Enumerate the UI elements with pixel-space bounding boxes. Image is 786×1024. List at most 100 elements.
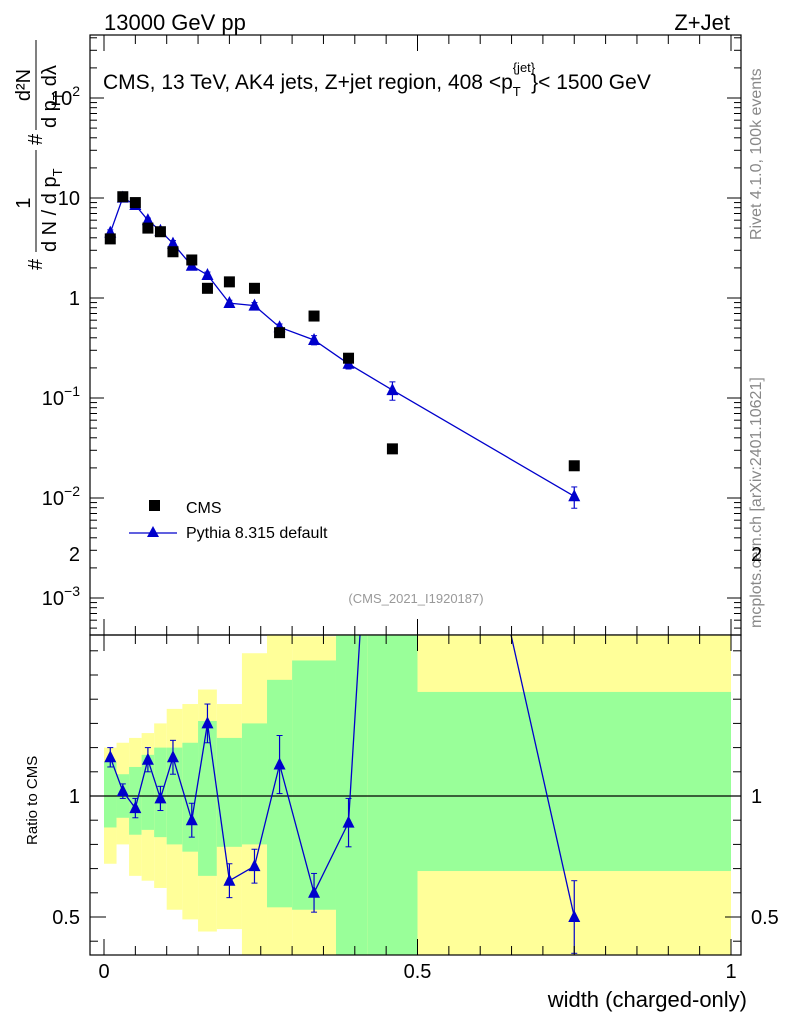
pythia-series-line — [109, 196, 575, 497]
title-jet-superscript: {jet} — [513, 60, 536, 75]
ylabel-frac1-den-text: d N / d p — [39, 176, 61, 252]
side-source-text: mcplots.cern.ch [arXiv:2401.10621] — [748, 377, 765, 628]
ratio-band-green — [241, 723, 268, 845]
y-tick-exponent: −3 — [64, 583, 80, 599]
cms-point — [274, 327, 286, 339]
legend: CMS Pythia 8.315 default — [129, 500, 328, 542]
ratio-y-tick-label: 1 — [69, 786, 80, 808]
cms-point — [568, 460, 580, 472]
main-y-tick-label: 102 — [50, 83, 80, 110]
legend-pythia-marker — [147, 526, 159, 537]
ratio-point — [308, 885, 321, 898]
cms-point — [129, 197, 141, 209]
ratio-y-tick-label-right: 0.5 — [751, 907, 779, 929]
ratio-point — [342, 815, 355, 828]
cms-point — [117, 191, 129, 203]
ratio-x-axis-label: width (charged-only) — [547, 987, 747, 1012]
cms-point — [201, 282, 213, 294]
ratio-y-tick-label-right: 1 — [751, 786, 762, 808]
process-label: Z+Jet — [674, 10, 730, 35]
pythia-point — [386, 383, 399, 396]
ratio-axis-ticks — [90, 635, 741, 955]
side-version-text: Rivet 4.1.0, 100k events — [748, 68, 765, 240]
ratio-point — [154, 791, 167, 804]
cms-point — [248, 282, 260, 294]
ylabel-frac2-den-tail: dλ — [39, 65, 61, 86]
pythia-point — [201, 267, 214, 280]
main-y-tick-label: 1 — [69, 288, 80, 310]
ratio-band-green — [198, 720, 217, 876]
pythia-point — [308, 333, 321, 346]
ylabel-frac2-num: d²N — [13, 69, 35, 101]
ratio-band-green — [104, 762, 117, 828]
ylabel-frac2-den-text: d p — [39, 100, 61, 128]
ratio-point — [116, 784, 129, 797]
ratio-x-tick-label: 1 — [725, 961, 736, 983]
main-chart-title: CMS, 13 TeV, AK4 jets, Z+jet region, 408… — [103, 60, 651, 99]
ratio-band-green — [216, 737, 242, 847]
ratio-data-marks — [104, 99, 581, 954]
y-tick-mantissa: 10 — [42, 588, 64, 610]
ratio-y-tick-label: 2 — [69, 544, 80, 566]
y-tick-mantissa: 1 — [69, 288, 80, 310]
ratio-point — [185, 813, 198, 826]
main-axis-ticks — [90, 35, 741, 635]
ylabel-hash-2: # — [25, 133, 47, 145]
ylabel-frac1-den-sub: T — [50, 168, 65, 176]
title-text-pre: CMS, 13 TeV, AK4 jets, Z+jet region, 408… — [103, 71, 513, 94]
cms-point — [223, 276, 235, 288]
energy-label: 13000 GeV pp — [104, 10, 246, 35]
pythia-point — [568, 489, 581, 502]
pythia-point — [223, 296, 236, 309]
main-y-tick-label: 10−1 — [42, 383, 80, 410]
ratio-band-green — [335, 635, 368, 955]
ylabel-frac1-den: d N / d pT — [39, 168, 65, 252]
main-y-tick-label: 10−3 — [42, 583, 80, 610]
ratio-point — [568, 910, 581, 922]
main-y-axis-label: # 1 d N / d pT # d²N d pTdλ — [13, 40, 65, 270]
title-pt-subscript: T — [513, 84, 521, 99]
ratio-y-tick-labels: 0.5 0.5 1 1 2 2 — [52, 544, 779, 929]
legend-cms-marker — [149, 500, 160, 511]
title-text-post: }< 1500 GeV — [531, 71, 651, 94]
y-tick-mantissa: 10 — [42, 388, 64, 410]
ratio-x-tick-label: 0 — [98, 961, 109, 983]
ylabel-hash-1: # — [25, 258, 47, 270]
ratio-y-tick-label-right: 2 — [751, 544, 762, 566]
pythia-point — [141, 213, 154, 226]
ratio-band-green — [292, 660, 336, 910]
main-plot-frame — [89, 34, 742, 636]
ylabel-frac2-den-sub: T — [50, 92, 65, 100]
ratio-x-tick-labels: 0 0.5 1 — [98, 961, 736, 983]
ratio-point — [141, 752, 154, 765]
y-tick-mantissa: 10 — [58, 188, 80, 210]
cms-point — [386, 443, 398, 455]
legend-cms-label: CMS — [186, 500, 222, 517]
ratio-point — [248, 859, 261, 872]
main-y-tick-label: 10−2 — [42, 483, 80, 510]
ratio-plot-frame — [89, 634, 742, 956]
ratio-y-tick-label: 0.5 — [52, 907, 80, 929]
ratio-point — [386, 99, 398, 111]
main-data-marks — [104, 190, 581, 509]
main-watermark: (CMS_2021_I1920187) — [348, 591, 483, 606]
ratio-uncertainty-bands — [104, 635, 731, 955]
y-tick-mantissa: 10 — [42, 488, 64, 510]
legend-pythia-label: Pythia 8.315 default — [186, 525, 328, 542]
cms-point — [154, 226, 166, 238]
cms-point — [142, 222, 154, 234]
cms-point — [167, 246, 179, 258]
ratio-point — [223, 873, 236, 886]
ratio-x-tick-label: 0.5 — [404, 961, 432, 983]
ratio-y-axis-label: Ratio to CMS — [24, 756, 41, 845]
ratio-band-green — [417, 691, 731, 872]
ratio-panel: 0.5 0.51 12 2 0 0.5 1 Ratio to CMS width (cha… — [24, 99, 779, 1012]
cms-point — [308, 310, 320, 322]
ratio-point — [201, 716, 214, 729]
ratio-point — [129, 801, 142, 814]
main-y-tick-label: 10 — [58, 188, 80, 210]
ylabel-frac1-num: 1 — [13, 197, 35, 208]
